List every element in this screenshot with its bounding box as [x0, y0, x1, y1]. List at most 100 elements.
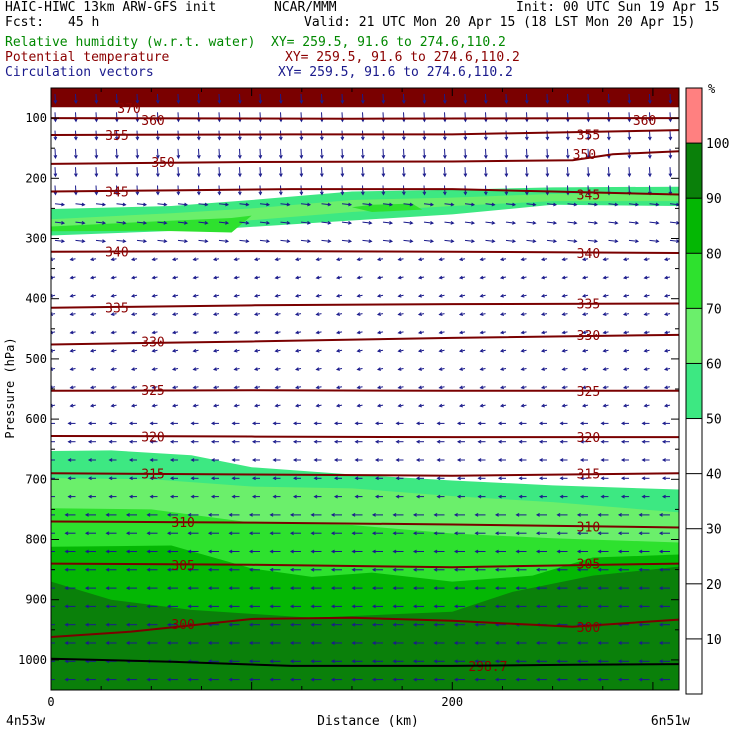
vector-arrow-head	[73, 191, 78, 196]
vector-arrow-head	[315, 293, 320, 298]
vector-arrow-head	[520, 275, 525, 280]
vector-arrow-head	[499, 257, 505, 262]
vector-arrow-head	[149, 458, 154, 462]
vector-arrow-head	[105, 531, 110, 536]
vector-arrow-head	[602, 385, 607, 390]
theta-contour-330	[51, 333, 679, 346]
vector-arrow-head	[269, 604, 274, 609]
vector-arrow-head	[135, 118, 140, 123]
vector-arrow-head	[643, 348, 648, 353]
vector-arrow-head	[635, 202, 640, 207]
vector-arrow-head	[274, 403, 279, 408]
vector-arrow-head	[594, 220, 599, 225]
vector-arrow-head	[477, 421, 482, 426]
vector-arrow-head	[266, 220, 271, 225]
vector-arrow	[382, 112, 384, 122]
theta-field-xy: XY= 259.5, 91.6 to 274.6,110.2	[285, 50, 520, 65]
vector-arrow-head	[354, 421, 359, 426]
vector-arrow-head	[663, 385, 669, 390]
vector-arrow-head	[412, 604, 417, 609]
vector-arrow-head	[655, 239, 660, 244]
vector-arrow	[54, 185, 56, 195]
vector-arrow-head	[474, 549, 479, 554]
vector-arrow-head	[151, 312, 156, 316]
vector-arrow-head	[64, 513, 69, 517]
vector-arrow-head	[504, 173, 509, 178]
vector-arrow	[116, 148, 118, 158]
vector-arrow-head	[94, 118, 99, 123]
vector-arrow-head	[456, 476, 461, 481]
vector-arrow-head	[149, 494, 154, 499]
y-tick-label: 100	[25, 111, 47, 125]
vector-arrow-head	[114, 154, 119, 159]
vector-arrow-head	[524, 191, 529, 196]
vector-arrow	[259, 239, 270, 242]
vector-arrow-head	[135, 191, 140, 196]
vector-arrow	[198, 167, 200, 177]
vector-arrow-head	[479, 293, 484, 298]
vector-arrow-head	[477, 439, 482, 444]
vector-arrow	[362, 221, 372, 224]
vector-arrow-head	[48, 477, 51, 480]
vector-arrow	[198, 93, 200, 104]
vector-arrow	[628, 130, 630, 140]
vector-arrow-head	[556, 531, 561, 536]
vector-arrow	[403, 167, 405, 177]
vector-arrow-head	[122, 202, 127, 207]
vector-arrow	[321, 221, 331, 224]
vector-arrow-head	[187, 567, 192, 572]
vector-arrow-head	[313, 458, 318, 462]
vector-arrow-head	[310, 641, 315, 645]
vector-arrow-head	[351, 586, 356, 590]
vector-arrow	[423, 203, 434, 206]
theta-label-360: 360	[141, 114, 164, 129]
vector-arrow-head	[333, 458, 338, 462]
vector-arrow-head	[151, 403, 156, 408]
vector-arrow-head	[166, 549, 171, 554]
vector-arrow-head	[647, 136, 652, 141]
vector-arrow-head	[663, 275, 669, 280]
vector-arrow-head	[330, 586, 335, 590]
vector-arrow-head	[453, 677, 458, 682]
vector-arrow	[362, 93, 364, 104]
vector-arrow	[444, 167, 446, 177]
vector-arrow-head	[515, 513, 520, 517]
vector-arrow	[54, 148, 56, 158]
theta-label-360: 360	[633, 114, 656, 129]
vector-arrow-head	[412, 567, 417, 572]
vector-arrow-head	[504, 191, 509, 196]
vector-arrow-head	[294, 330, 300, 335]
vector-arrow-head	[269, 622, 274, 627]
vector-arrow	[136, 167, 138, 177]
vector-arrow-head	[45, 642, 48, 645]
vector-arrow-head	[397, 257, 402, 262]
vector-arrow	[321, 239, 331, 242]
vector-arrow	[218, 167, 220, 177]
vector-arrow-head	[64, 677, 69, 682]
colorbar-segment	[686, 143, 702, 199]
vector-arrow-head	[292, 476, 297, 481]
theta-label-300: 300	[171, 618, 194, 633]
vector-arrow-head	[231, 494, 236, 499]
vector-arrow-head	[491, 220, 496, 225]
vector-arrow	[669, 167, 671, 177]
vector-arrow-head	[294, 275, 300, 280]
vector-arrow-head	[576, 567, 581, 572]
vector-arrow-head	[73, 154, 78, 159]
vector-arrow-head	[335, 257, 341, 262]
vector-arrow-head	[51, 293, 54, 298]
colorbar-label: 10	[706, 633, 722, 648]
vector-arrow-head	[278, 173, 283, 178]
vector-arrow-head	[374, 476, 379, 481]
vector-arrow-head	[371, 549, 376, 554]
vector-arrow-head	[600, 458, 605, 462]
vector-arrow	[136, 239, 147, 242]
vector-arrow	[54, 221, 65, 224]
vector-arrow	[403, 203, 413, 206]
vector-arrow-head	[515, 567, 520, 572]
vector-arrow-head	[110, 312, 115, 316]
vector-arrow	[321, 148, 323, 158]
vector-arrow-head	[294, 367, 300, 371]
vector-arrow-head	[155, 100, 160, 105]
